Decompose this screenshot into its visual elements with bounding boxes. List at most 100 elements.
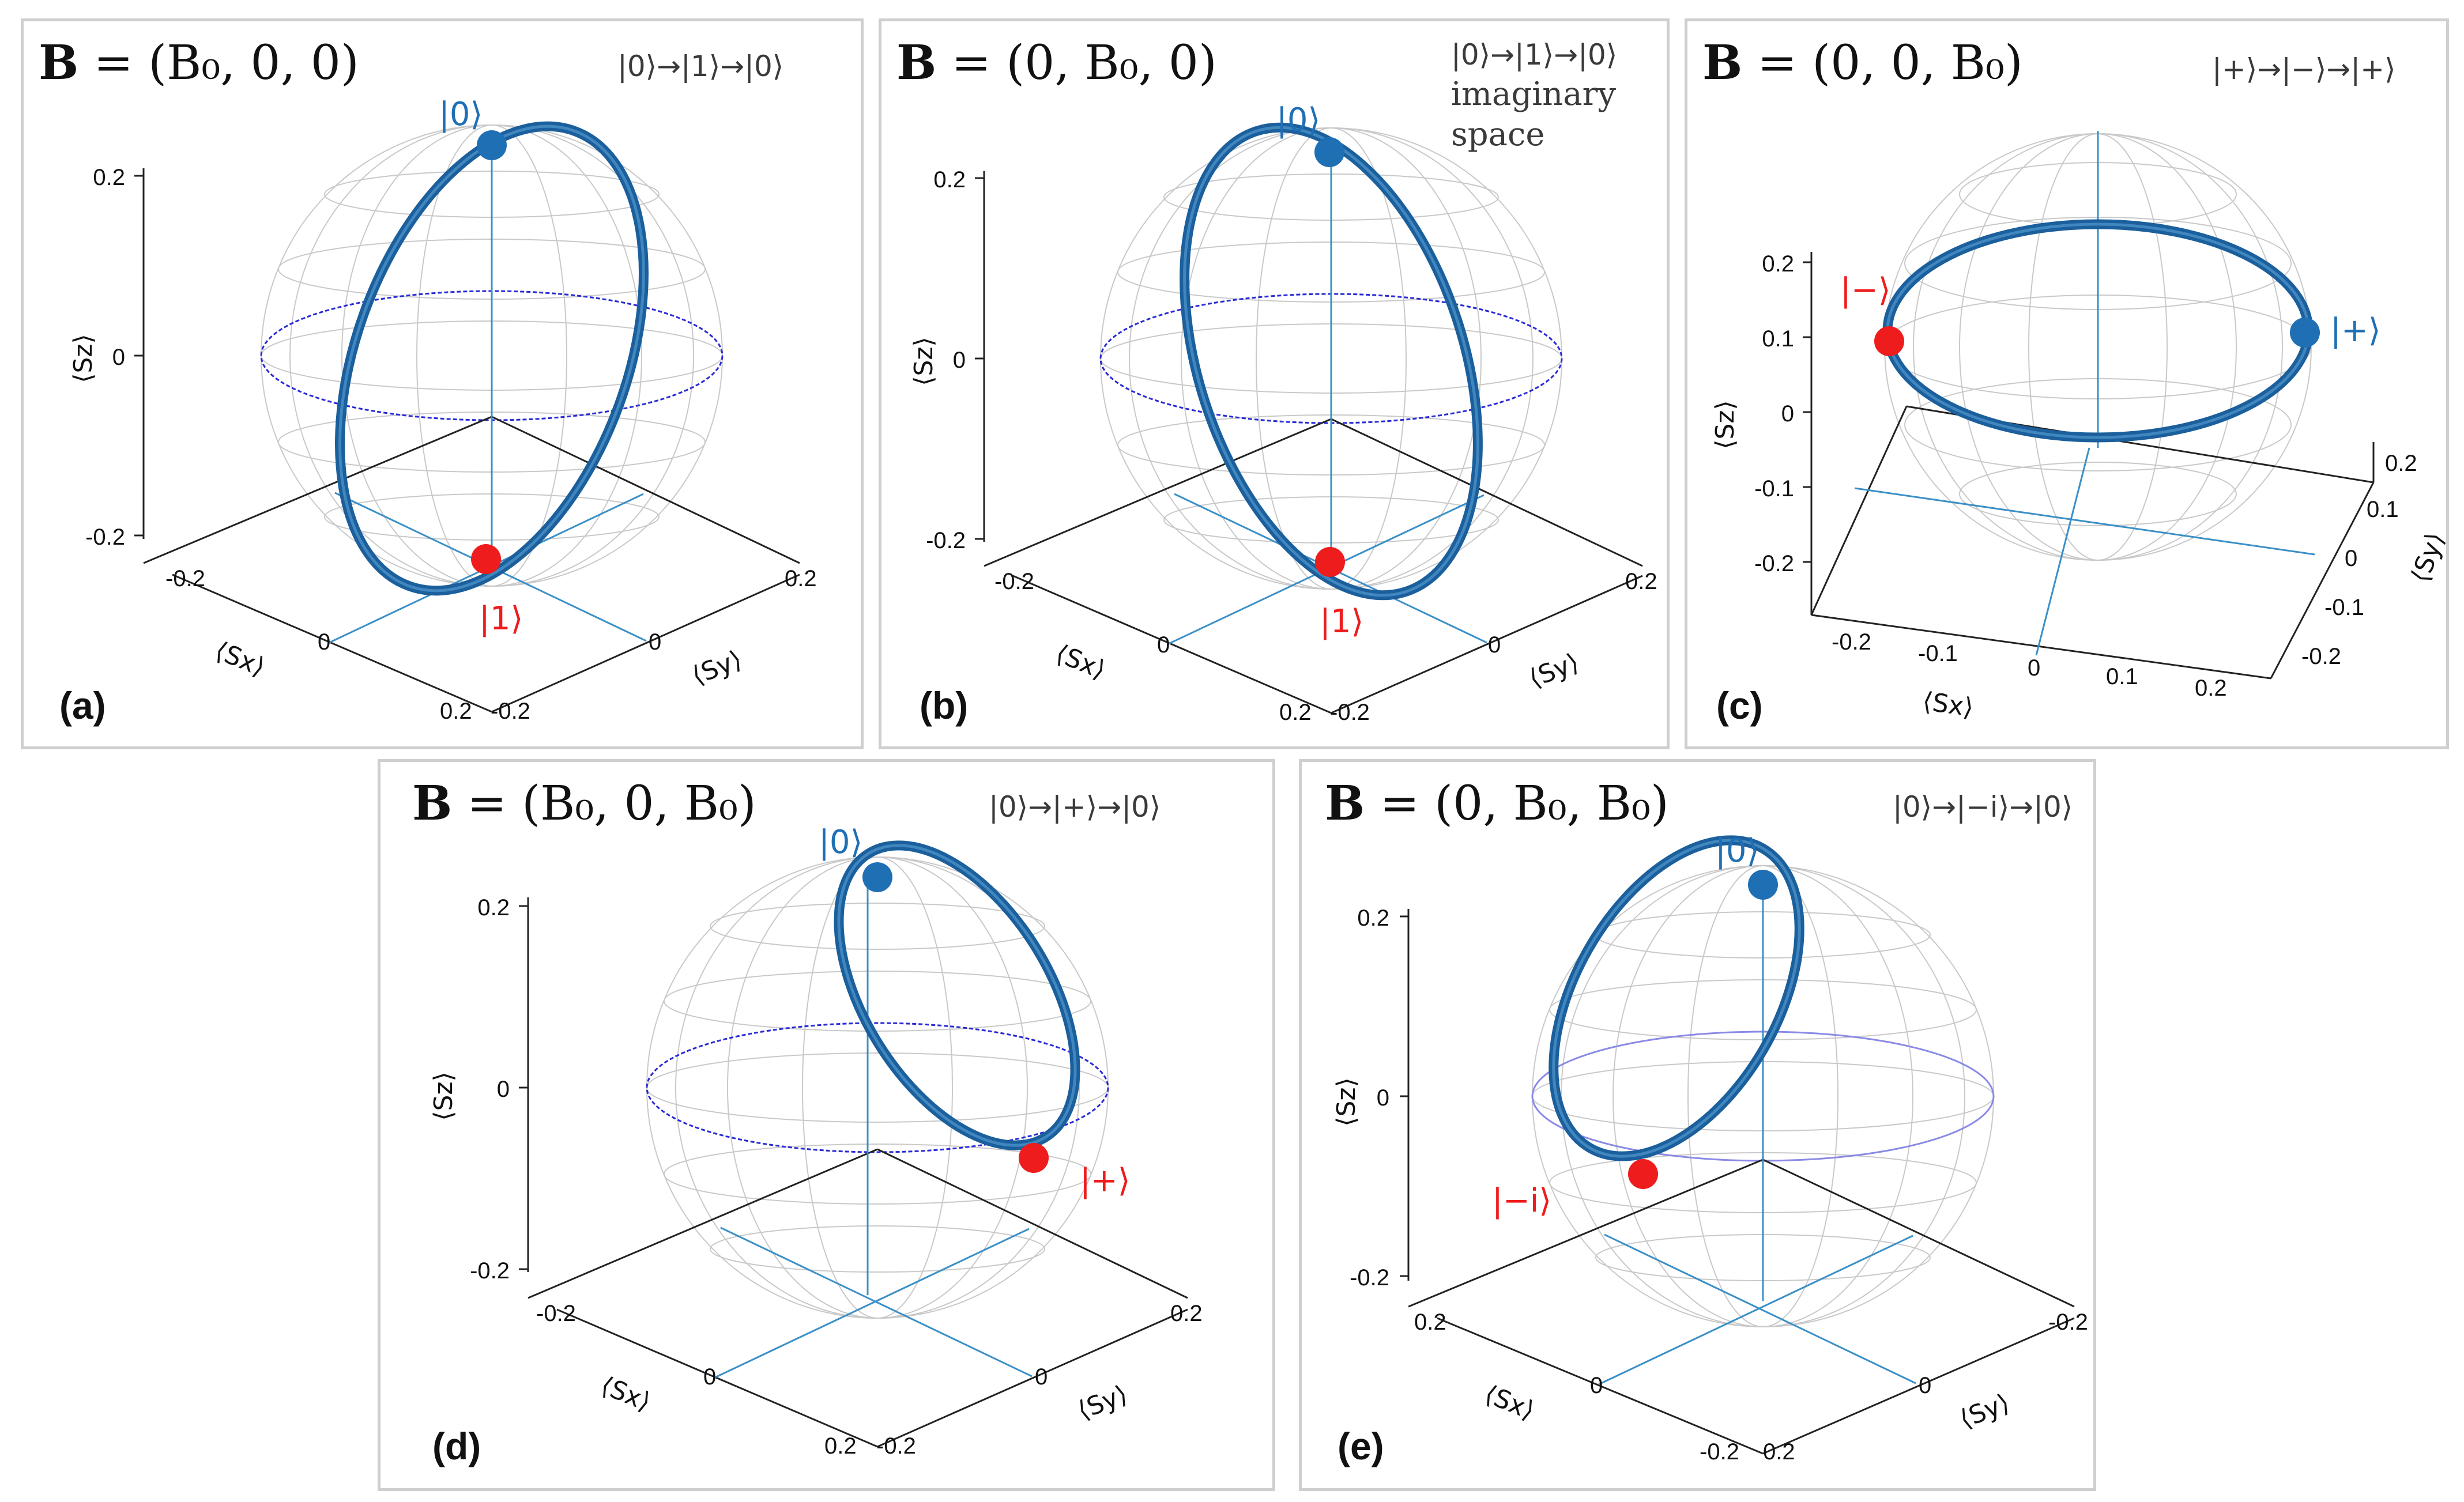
state-label-0: |0⟩ xyxy=(1276,101,1320,139)
state-point-0 xyxy=(477,130,507,160)
y-tick: -0.2 xyxy=(1330,700,1370,725)
state-label-1: |1⟩ xyxy=(1320,603,1363,640)
axes-frame xyxy=(1400,895,2075,1455)
y-tick: 0.1 xyxy=(2367,497,2399,522)
z-tick: 0 xyxy=(953,348,966,373)
z-axis-label: ⟨Sz⟩ xyxy=(909,337,939,386)
x-tick: -0.2 xyxy=(165,566,205,591)
x-tick: 0 xyxy=(1157,632,1170,658)
state-label-1: |1⟩ xyxy=(479,600,523,637)
x-tick: 0.2 xyxy=(1414,1309,1446,1335)
field-title: B = (0, B₀, B₀) xyxy=(1325,776,1669,831)
z-axis-label: ⟨Sz⟩ xyxy=(429,1071,458,1120)
state-point-0 xyxy=(1314,137,1344,167)
z-tick: 0 xyxy=(112,345,125,370)
panel-label: (b) xyxy=(920,684,968,727)
z-tick: -0.2 xyxy=(470,1258,510,1284)
plot-d: B = (B₀, 0, B₀) |0⟩→|+⟩→|0⟩ 0.2 0 -0.2 ⟨… xyxy=(412,776,1203,1467)
y-tick: -0.2 xyxy=(2301,644,2341,669)
y-tick: 0 xyxy=(649,629,661,655)
z-tick: -0.2 xyxy=(1350,1265,1389,1290)
panel-label: (c) xyxy=(1716,684,1763,727)
panel-e: B = (0, B₀, B₀) |0⟩→|−i⟩→|0⟩ 0.2 0 -0.2 … xyxy=(1299,759,2096,1491)
x-tick: 0.2 xyxy=(2195,675,2227,701)
state-point-0 xyxy=(862,862,892,892)
z-tick: 0.2 xyxy=(477,895,510,920)
z-tick: 0 xyxy=(497,1077,510,1102)
y-axis-label: ⟨Sy⟩ xyxy=(1525,647,1583,693)
state-label-0: |−⟩ xyxy=(1840,271,1891,309)
note-line: space xyxy=(1451,116,1544,153)
y-tick: -0.2 xyxy=(2048,1309,2088,1335)
z-tick: 0.2 xyxy=(1762,251,1794,277)
x-axis-label: ⟨Sx⟩ xyxy=(1921,686,1976,723)
state-point-0 xyxy=(1874,326,1904,356)
trajectory-orbit xyxy=(1180,122,1483,601)
y-tick: 0 xyxy=(1919,1373,1931,1398)
panel-label: (d) xyxy=(432,1425,481,1467)
z-tick: -0.2 xyxy=(926,528,966,553)
state-label-0: |0⟩ xyxy=(1715,832,1759,870)
z-tick: 0.2 xyxy=(933,167,966,193)
z-axis-label: ⟨Sz⟩ xyxy=(69,334,98,383)
y-tick: 0.2 xyxy=(1170,1301,1203,1326)
axes-frame xyxy=(134,154,800,713)
transition-label: |0⟩→|−i⟩→|0⟩ xyxy=(1893,790,2073,824)
transition-label: |0⟩→|1⟩→|0⟩ xyxy=(617,50,783,83)
transition-label: |+⟩→|−⟩→|+⟩ xyxy=(2212,52,2396,86)
y-tick: 0 xyxy=(1488,632,1501,658)
y-axis-label: ⟨Sy⟩ xyxy=(688,644,746,690)
transition-label: |0⟩→|1⟩→|0⟩ xyxy=(1451,38,1617,71)
trajectory-orbit xyxy=(335,121,649,596)
axes-frame xyxy=(975,157,1643,714)
z-tick: -0.1 xyxy=(1754,476,1794,501)
axes-frame xyxy=(1803,131,2375,680)
plot-c: B = (0, 0, B₀) |+⟩→|−⟩→|+⟩ 0.2 0.1 0 -0.… xyxy=(1702,35,2450,727)
x-tick: -0.2 xyxy=(536,1301,576,1326)
x-tick: 0.1 xyxy=(2106,664,2138,689)
state-point-1 xyxy=(1628,1159,1658,1189)
panel-d: B = (B₀, 0, B₀) |0⟩→|+⟩→|0⟩ 0.2 0 -0.2 ⟨… xyxy=(378,759,1275,1491)
y-tick: -0.2 xyxy=(491,699,530,724)
trajectory-orbit xyxy=(834,840,1080,1150)
z-tick: 0.2 xyxy=(93,165,125,190)
x-tick: -0.2 xyxy=(1700,1439,1739,1465)
field-title: B = (B₀, 0, B₀) xyxy=(412,776,756,831)
x-tick: -0.2 xyxy=(1832,629,1871,655)
y-tick: 0.2 xyxy=(2385,451,2417,476)
state-point-0 xyxy=(1748,870,1778,900)
state-point-1 xyxy=(1315,547,1345,577)
state-label-0: |0⟩ xyxy=(439,96,483,133)
z-tick: 0.2 xyxy=(1357,905,1389,931)
y-tick: 0.2 xyxy=(785,566,817,591)
state-point-1 xyxy=(2290,318,2320,348)
z-tick: 0.1 xyxy=(1762,326,1794,352)
x-tick: 0 xyxy=(2028,655,2040,681)
z-tick: -0.2 xyxy=(85,524,125,550)
bloch-sphere-wireframe xyxy=(646,856,1109,1319)
panel-a: B = (B₀, 0, 0) |0⟩→|1⟩→|0⟩ 0.2 0 -0.2 ⟨S… xyxy=(21,18,864,749)
x-axis-label: ⟨Sx⟩ xyxy=(597,1371,655,1417)
panel-c: B = (0, 0, B₀) |+⟩→|−⟩→|+⟩ 0.2 0.1 0 -0.… xyxy=(1685,18,2450,749)
field-title: B = (0, B₀, 0) xyxy=(896,35,1217,90)
x-tick: 0 xyxy=(318,629,330,655)
plot-a: B = (B₀, 0, 0) |0⟩→|1⟩→|0⟩ 0.2 0 -0.2 ⟨S… xyxy=(39,35,817,727)
y-tick: 0.2 xyxy=(1625,569,1657,594)
transition-label: |0⟩→|+⟩→|0⟩ xyxy=(989,790,1161,824)
axes-frame xyxy=(519,880,1188,1448)
equator-circle xyxy=(646,1022,1109,1153)
x-tick: 0.2 xyxy=(824,1433,857,1459)
x-tick: 0 xyxy=(703,1364,716,1390)
z-axis-label: ⟨Sz⟩ xyxy=(1332,1077,1361,1126)
state-point-1 xyxy=(471,544,501,574)
panel-b: B = (0, B₀, 0) |0⟩→|1⟩→|0⟩ imaginary spa… xyxy=(879,18,1670,749)
panel-label: (e) xyxy=(1338,1425,1384,1467)
x-axis-label: ⟨Sx⟩ xyxy=(1480,1379,1539,1425)
field-title: B = (0, 0, B₀) xyxy=(1702,35,2023,90)
y-tick: -0.1 xyxy=(2324,595,2364,620)
y-axis-label: ⟨Sy⟩ xyxy=(2405,529,2450,586)
z-axis-label: ⟨Sz⟩ xyxy=(1711,400,1740,449)
y-tick: -0.2 xyxy=(876,1433,916,1459)
x-tick: 0.2 xyxy=(440,699,472,724)
y-tick: 0.2 xyxy=(1763,1439,1795,1465)
